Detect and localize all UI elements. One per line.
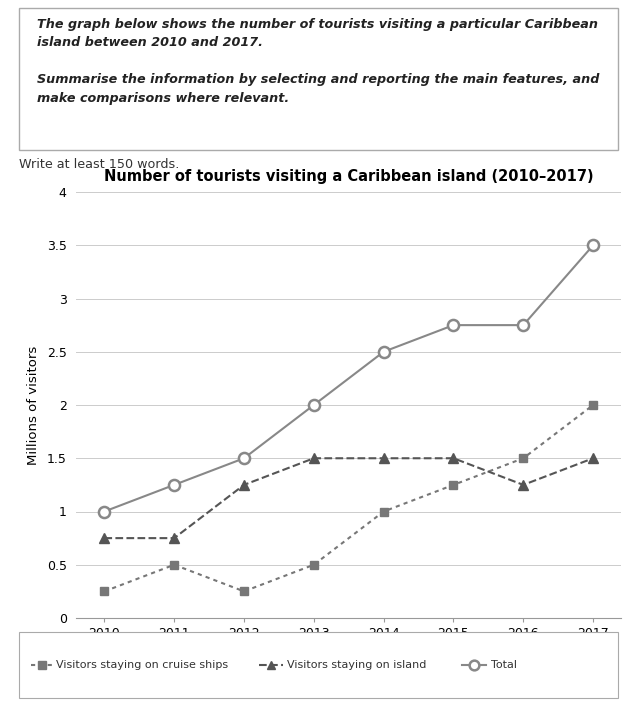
FancyBboxPatch shape (19, 632, 618, 698)
Text: Visitors staying on cruise ships: Visitors staying on cruise ships (56, 660, 228, 670)
Y-axis label: Millions of visitors: Millions of visitors (27, 345, 39, 465)
Text: Write at least 150 words.: Write at least 150 words. (19, 158, 180, 171)
FancyBboxPatch shape (19, 8, 618, 150)
Text: Visitors staying on island: Visitors staying on island (287, 660, 427, 670)
Text: Total: Total (491, 660, 517, 670)
Text: The graph below shows the number of tourists visiting a particular Caribbean
isl: The graph below shows the number of tour… (37, 18, 599, 105)
Title: Number of tourists visiting a Caribbean island (2010–2017): Number of tourists visiting a Caribbean … (104, 169, 594, 184)
